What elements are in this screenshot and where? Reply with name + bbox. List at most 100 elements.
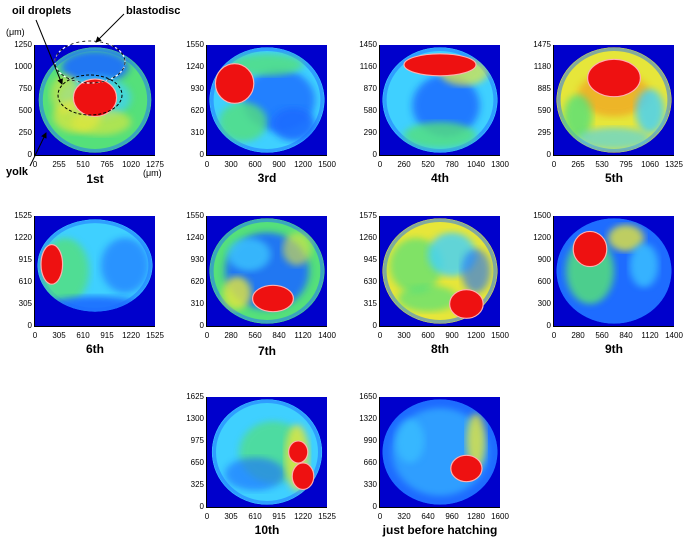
y-axis-line [379,216,380,327]
x-axis-line [34,155,155,156]
y-tick-label: 750 [18,84,32,93]
x-tick-label: 1060 [641,160,659,169]
blastodisc-annotation: blastodisc [126,5,181,17]
y-tick-label: 0 [199,502,204,511]
x-tick-label: 1525 [146,331,164,340]
x-tick-label: 0 [551,160,557,169]
intensity-region [222,276,252,310]
y-tick-label: 1550 [186,211,204,220]
y-tick-label: 1250 [14,40,32,49]
x-tick-label: 300 [397,331,411,340]
x-tick-label: 900 [445,331,459,340]
y-tick-label: 1000 [14,62,32,71]
heatmap-image [554,45,674,155]
y-tick-label: 650 [190,458,204,467]
intensity-region [271,107,315,141]
intensity-region [466,413,486,469]
panel-label: 10th [254,523,280,537]
intensity-region [41,296,149,312]
x-tick-label: 780 [445,160,459,169]
y-tick-label: 975 [190,436,204,445]
x-tick-label: 1400 [665,331,683,340]
y-tick-label: 310 [190,299,204,308]
x-tick-label: 900 [272,160,286,169]
x-tick-label: 610 [248,512,262,521]
x-tick-label: 0 [551,331,557,340]
y-tick-label: 1650 [359,392,377,401]
y-tick-label: 0 [199,150,204,159]
panel-label: 9th [605,342,623,356]
x-tick-label: 1300 [491,160,509,169]
y-tick-label: 0 [372,321,377,330]
specimen-edge [557,218,671,324]
x-tick-label: 1200 [294,160,312,169]
oil-droplet-region [252,284,294,313]
y-tick-label: 1475 [533,40,551,49]
y-axis-line [206,216,207,327]
x-tick-label: 0 [32,331,38,340]
x-tick-label: 255 [52,160,66,169]
specimen-edge [383,218,497,324]
x-tick-label: 1220 [122,331,140,340]
x-tick-label: 560 [595,331,609,340]
y-tick-label: 305 [18,299,32,308]
y-tick-label: 945 [363,255,377,264]
x-axis-line [379,326,500,327]
x-tick-label: 0 [377,160,383,169]
x-tick-label: 320 [397,512,411,521]
oil-droplets-annotation: oil droplets [12,5,72,17]
x-tick-label: 1275 [146,160,164,169]
y-axis-line [34,45,35,156]
heatmap-image [35,216,155,326]
x-tick-label: 0 [204,512,210,521]
oil-droplet-region [40,244,64,285]
y-tick-label: 1575 [359,211,377,220]
x-tick-label: 1200 [467,331,485,340]
y-tick-label: 0 [372,502,377,511]
specimen-edge [210,47,324,153]
intensity-region [398,285,458,312]
heatmap-image [35,45,155,155]
x-tick-label: 530 [595,160,609,169]
y-tick-label: 310 [190,128,204,137]
x-tick-label: 1120 [641,331,659,340]
specimen-edge [557,47,671,153]
y-tick-label: 1525 [14,211,32,220]
intensity-region [225,457,285,491]
x-tick-label: 0 [377,512,383,521]
y-tick-label: 930 [190,255,204,264]
x-tick-label: 520 [421,160,435,169]
x-axis-line [379,507,500,508]
panel-label: 3rd [257,171,277,185]
oil-droplet-region [288,440,309,464]
y-tick-label: 315 [363,299,377,308]
y-axis-line [553,216,554,327]
x-tick-label: 600 [248,160,262,169]
yolk-annotation: yolk [6,166,29,178]
intensity-region [219,102,267,142]
y-tick-label: 1200 [533,233,551,242]
specimen-edge [383,47,497,153]
y-tick-label: 620 [190,277,204,286]
x-tick-label: 610 [76,331,90,340]
intensity-region [227,238,271,271]
y-tick-label: 1180 [533,62,551,71]
intensity-region [282,232,312,266]
x-tick-label: 915 [272,512,286,521]
y-tick-label: 660 [363,458,377,467]
y-axis-line [379,397,380,508]
y-tick-label: 610 [18,277,32,286]
y-tick-label: 0 [546,321,551,330]
y-tick-label: 900 [537,255,551,264]
x-tick-label: 0 [204,160,210,169]
x-axis-line [379,155,500,156]
y-axis-line [206,45,207,156]
x-axis-line [206,507,327,508]
y-tick-label: 870 [363,84,377,93]
blastodisc-arrow [95,13,125,43]
panel-label: 8th [431,342,449,356]
intensity-region [461,249,491,293]
y-tick-label: 1260 [359,233,377,242]
x-tick-label: 1120 [294,331,312,340]
y-tick-label: 0 [372,150,377,159]
